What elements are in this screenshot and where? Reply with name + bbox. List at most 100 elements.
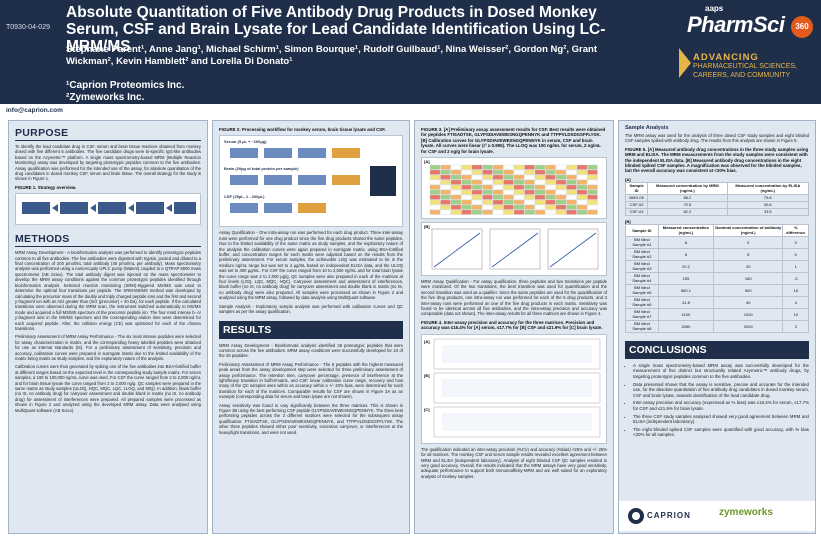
heatmap-cell [587,189,598,195]
purpose-heading: PURPOSE [15,125,201,141]
heatmap-cell [503,209,514,215]
heatmap-cell [461,199,472,205]
heatmap-cell [429,209,441,215]
header-banner: T0930-04-029 Absolute Quantitation of Fi… [0,0,821,104]
table-cell: 40 [712,295,784,309]
heatmap-cell [429,179,441,185]
table-row: BM blind Sample #6 41.8 40 4 [625,295,809,309]
table-row: BM blind Sample #7 1100 1000 10 [625,307,809,321]
heatmap-cell [534,194,546,200]
heatmap-cell [576,204,588,210]
heatmap-cell [587,169,598,175]
heatmap-cell [513,179,525,185]
heatmap-cell [429,169,441,175]
aaps-pharmsci-logo: aaps PharmSci 360 ADVANCING PHARMACEUTIC… [645,4,815,100]
table-a-label: [A] [625,176,631,182]
aaps-label: aaps [705,4,724,13]
conclusion-item: Data presented shows that the assay is s… [633,382,809,399]
heatmap-cell [534,209,546,215]
figure-2-workflow: Serum (5 µL + ~100µg) Brain (20µg of tot… [219,135,403,228]
heatmap-cell [587,174,598,180]
brand-tagline-1: ADVANCING [693,52,759,63]
heatmap-cell [461,179,472,185]
heatmap-cell [513,169,525,175]
blinded-samples-table: Sample ID Measured concentration (ng/mL)… [625,223,809,333]
table-cell: 79.6 [726,193,810,202]
contact-email[interactable]: info@caprion.com [6,107,63,114]
panel-label-b: [B] [424,224,430,230]
results-paragraph-1: MRM Assay Development - Bioinformatic an… [219,342,403,359]
heatmap-cell [566,179,577,185]
affiliation-zymeworks: ²Zymeworks Inc. [66,92,145,103]
heatmap-cell [461,164,472,170]
heatmap-cell [492,204,504,210]
methods-paragraph-3: Calibration curves were thus generated b… [15,364,201,413]
heatmap-cell [576,179,588,185]
heatmap-cell [587,164,598,170]
heatmap-cell [587,184,598,190]
heatmap-cell [471,199,483,205]
assay-qualification-methods: Assay Qualification - One intra-assay ru… [219,230,403,301]
table-row: CSF-03 82.2 33.5 [624,207,810,216]
conclusion-item: Inter-assay precision and accuracy (expr… [633,400,809,411]
table-cell: 160 [712,271,784,285]
heatmap-cell [503,179,514,185]
pharmsci-label: PharmSci [687,12,785,37]
table-cell: -3 [782,271,809,285]
table-cell: 5 [712,247,784,261]
heatmap-cell [492,169,504,175]
calibration-curves-icon [431,228,599,270]
heatmap-cell [545,199,556,205]
heatmap-cell [566,209,577,215]
heatmap-cell [429,204,441,210]
results-paragraph-3: Assay sensitivity was found to vary sign… [219,402,403,435]
methods-paragraph-2: Preliminary Assessment of MRM Assay Perf… [15,334,201,361]
heatmap-cell [524,164,535,170]
table-cell: CSF-03 [624,207,649,216]
heatmap-cell [576,164,588,170]
heatmap-cell [482,179,493,185]
poster-id: T0930-04-029 [6,24,50,31]
heatmap-cell [587,199,598,205]
heatmap-cell [524,189,535,195]
arrow-icon [679,48,691,78]
fig4-label-b: [B] [424,372,430,378]
workflow-label-csf: CSF (25µL, 1 - 200µL) [224,194,265,200]
heatmap-cell [513,204,525,210]
workflow-label-brain: Brain (20µg of total protein per sample) [224,166,299,172]
heatmap-cell [513,209,525,215]
strategy-flow-icon [22,202,196,215]
column-methods-results: FIGURE 2: Processing workflow for monkey… [212,120,410,534]
heatmap-cell [461,169,472,175]
badge-360: 360 [791,16,813,38]
heatmap-cell [440,174,451,180]
heatmap-cell [471,209,483,215]
table-cell: 82.2 [647,207,728,216]
table-b-header: % difference [782,223,809,237]
heatmap-cell [545,174,556,180]
heatmap-cell [482,189,493,195]
table-cell: BM blind Sample #7 [625,307,659,321]
heatmap-cell [461,184,472,190]
heatmap-cell [534,204,546,210]
table-cell: BM blind Sample #2 [625,247,659,261]
heatmap-cell [492,194,504,200]
heatmap-cell [566,189,577,195]
heatmap-cell [492,164,504,170]
heatmap-cell [492,179,504,185]
column-results-figures: FIGURE 3. [A] Preliminary assay assessme… [414,120,614,534]
heatmap-cell [587,209,598,215]
heatmap-cell [513,194,525,200]
heatmap-cell [555,164,567,170]
heatmap-cell [534,199,546,205]
author-list: Stéphane Parent¹, Anne Jang¹, Michael Sc… [66,44,597,67]
heatmap-cell [576,189,588,195]
heatmap-cell [555,169,567,175]
heatmap-cell [450,164,462,170]
heatmap-cell [524,194,535,200]
column-purpose-methods: PURPOSE To identify the lead candidate d… [8,120,208,534]
heatmap-cell [524,204,535,210]
heatmap-cell [576,209,588,215]
heatmap-cell [524,179,535,185]
